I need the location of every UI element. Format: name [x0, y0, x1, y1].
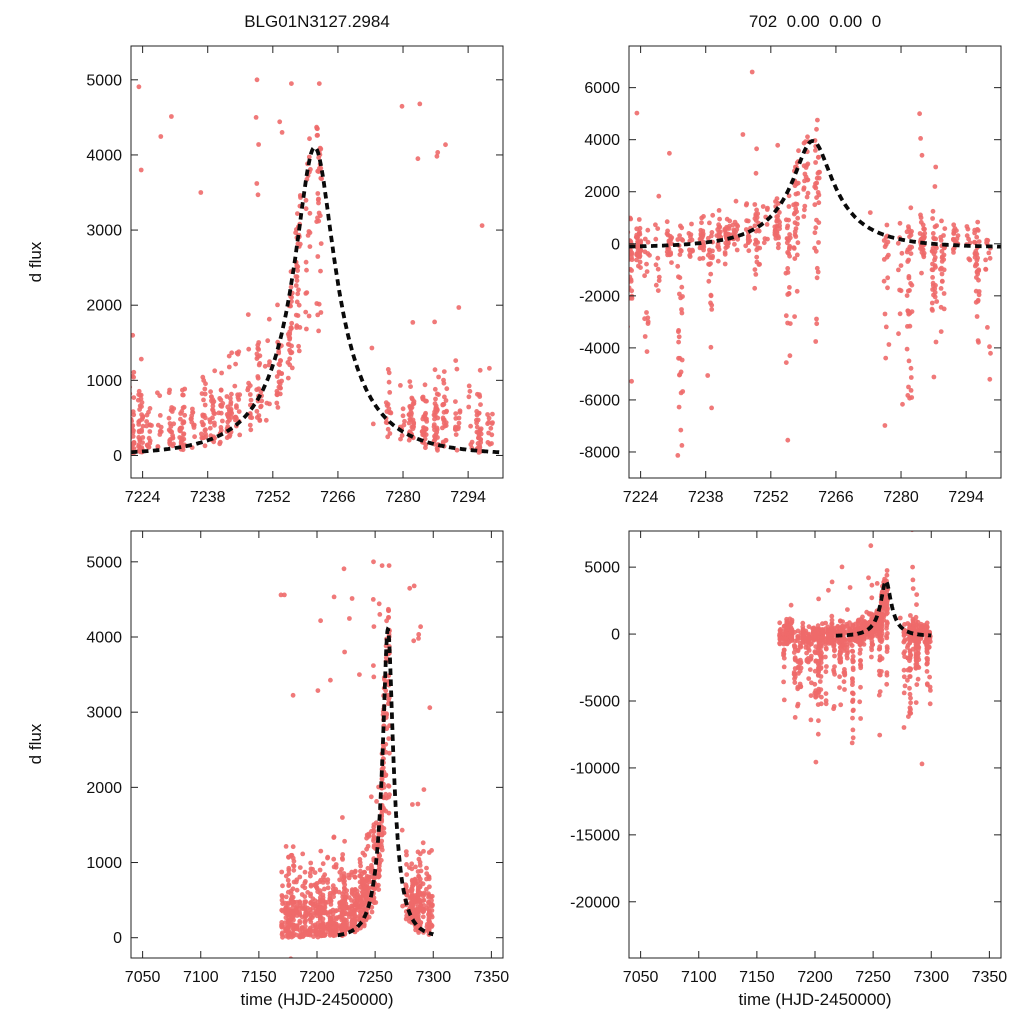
y-tick-label: 4000 — [86, 147, 122, 164]
scatter-points — [131, 77, 495, 456]
x-tick-label: 7294 — [948, 489, 984, 506]
y-tick-label: -6000 — [579, 392, 620, 409]
x-tick-label: 7238 — [190, 489, 226, 506]
panel-bottom-left: 7050 7100 7150 7200 7250 7300 7350 0 1000 2000 300… — [86, 530, 509, 986]
x-tick-label: 7266 — [320, 489, 356, 506]
y-tick-label: 0 — [113, 448, 122, 465]
y-tick-label: 1000 — [86, 855, 122, 872]
plot-border — [628, 45, 1002, 479]
y-tick-label: 4000 — [584, 132, 620, 149]
y-tick-label: 0 — [611, 627, 620, 644]
scatter-points — [777, 531, 933, 767]
tick-labels: 7224 7238 7252 7266 7280 7294 0 1000 2000 3000 400… — [86, 72, 486, 506]
x-tick-label: 7350 — [972, 969, 1008, 986]
x-tick-label: 7294 — [450, 489, 486, 506]
panel-top-left: 7224 7238 7252 7266 7280 7294 0 1000 2000 3000 400… — [86, 45, 504, 506]
y-tick-label: 3000 — [86, 223, 122, 240]
x-tick-label: 7200 — [797, 969, 833, 986]
y-tick-label: 2000 — [86, 780, 122, 797]
y-tick-label: 1000 — [86, 373, 122, 390]
x-tick-label: 7300 — [416, 969, 452, 986]
y-tick-label: 0 — [611, 236, 620, 253]
y-tick-label: 2000 — [86, 298, 122, 315]
tick-labels: 7224 7238 7252 7266 7280 7294 -8000 -6000 -4000 -… — [579, 80, 984, 506]
panel-title-right: 702 0.00 0.00 0 — [748, 12, 882, 31]
x-tick-label: 7250 — [357, 969, 393, 986]
y-tick-label: -5000 — [579, 694, 620, 711]
x-tick-label: 7100 — [183, 969, 219, 986]
x-tick-label: 7280 — [883, 489, 919, 506]
y-tick-label: -10000 — [570, 760, 620, 777]
y-tick-label: 3000 — [86, 705, 122, 722]
x-axis-label-right: time (HJD-2450000) — [738, 990, 892, 1009]
y-tick-label: 0 — [113, 930, 122, 947]
model-curve — [131, 145, 503, 455]
x-tick-label: 7252 — [753, 489, 789, 506]
x-tick-label: 7238 — [688, 489, 724, 506]
y-tick-label: 6000 — [584, 80, 620, 97]
x-tick-label: 7224 — [125, 489, 161, 506]
x-tick-label: 7266 — [818, 489, 854, 506]
plot-border — [130, 45, 504, 479]
x-tick-label: 7250 — [855, 969, 891, 986]
y-tick-label: 4000 — [86, 630, 122, 647]
plot-border — [628, 530, 1002, 959]
y-tick-label: -2000 — [579, 288, 620, 305]
y-axis-label-bottom: d flux — [26, 723, 45, 765]
tick-marks — [131, 46, 503, 478]
x-tick-label: 7350 — [474, 969, 510, 986]
tick-marks — [629, 531, 1001, 958]
y-tick-label: -8000 — [579, 445, 620, 462]
y-tick-label: 5000 — [86, 72, 122, 89]
tick-labels: 7050 7100 7150 7200 7250 7300 7350 -20000 -15000… — [570, 560, 1007, 986]
y-tick-label: 5000 — [86, 554, 122, 571]
tick-labels: 7050 7100 7150 7200 7250 7300 7350 0 1000 2000 300… — [86, 554, 509, 986]
model-curve — [337, 626, 435, 938]
x-tick-label: 7050 — [125, 969, 161, 986]
model-curve — [835, 579, 932, 638]
x-tick-label: 7300 — [914, 969, 950, 986]
panel-bottom-right: 7050 7100 7150 7200 7250 7300 7350 -20000 -15000… — [570, 530, 1007, 986]
panel-top-right: 7224 7238 7252 7266 7280 7294 -8000 -6000 -4000 -… — [579, 45, 1002, 506]
y-axis-label-top: d flux — [26, 241, 45, 283]
x-tick-label: 7050 — [623, 969, 659, 986]
x-tick-label: 7150 — [241, 969, 277, 986]
y-tick-label: 2000 — [584, 184, 620, 201]
y-tick-label: -15000 — [570, 827, 620, 844]
panel-title-left: BLG01N3127.2984 — [244, 12, 390, 31]
tick-marks — [629, 46, 1001, 478]
scatter-points — [278, 559, 435, 958]
x-tick-label: 7200 — [299, 969, 335, 986]
x-tick-label: 7252 — [255, 489, 291, 506]
x-axis-label-left: time (HJD-2450000) — [240, 990, 394, 1009]
x-tick-label: 7150 — [739, 969, 775, 986]
y-tick-label: 5000 — [584, 560, 620, 577]
y-tick-label: -4000 — [579, 340, 620, 357]
scatter-points — [629, 69, 993, 458]
tick-marks — [131, 531, 503, 958]
x-tick-label: 7100 — [681, 969, 717, 986]
x-tick-label: 7224 — [623, 489, 659, 506]
x-tick-label: 7280 — [385, 489, 421, 506]
y-tick-label: -20000 — [570, 894, 620, 911]
